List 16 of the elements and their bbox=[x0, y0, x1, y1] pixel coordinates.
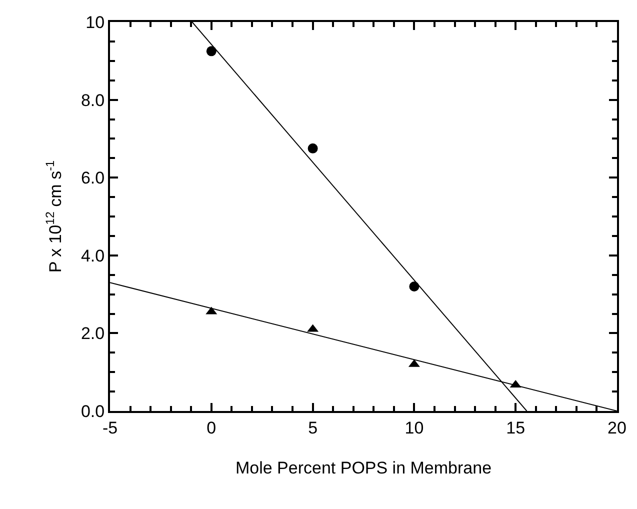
x-tick-label: 10 bbox=[404, 418, 424, 438]
point bbox=[308, 143, 318, 154]
x-tick-label: 5 bbox=[308, 418, 318, 438]
x-axis-title: Mole Percent POPS in Membrane bbox=[235, 458, 492, 478]
y-tick-label: 0.0 bbox=[80, 402, 105, 421]
x-tick-label: 0 bbox=[206, 418, 216, 438]
y-tick-label: 10 bbox=[86, 12, 105, 32]
x-tick-label: -5 bbox=[102, 418, 118, 438]
x-tick-label: 20 bbox=[608, 418, 626, 438]
point bbox=[206, 46, 216, 56]
point bbox=[409, 282, 420, 292]
y-tick-label: 6.0 bbox=[80, 168, 105, 188]
y-tick-label: 8.0 bbox=[80, 90, 105, 110]
y-tick-label: 4.0 bbox=[80, 246, 105, 266]
x-tick-label: 15 bbox=[506, 418, 526, 438]
y-tick-label: 2.0 bbox=[80, 324, 105, 344]
